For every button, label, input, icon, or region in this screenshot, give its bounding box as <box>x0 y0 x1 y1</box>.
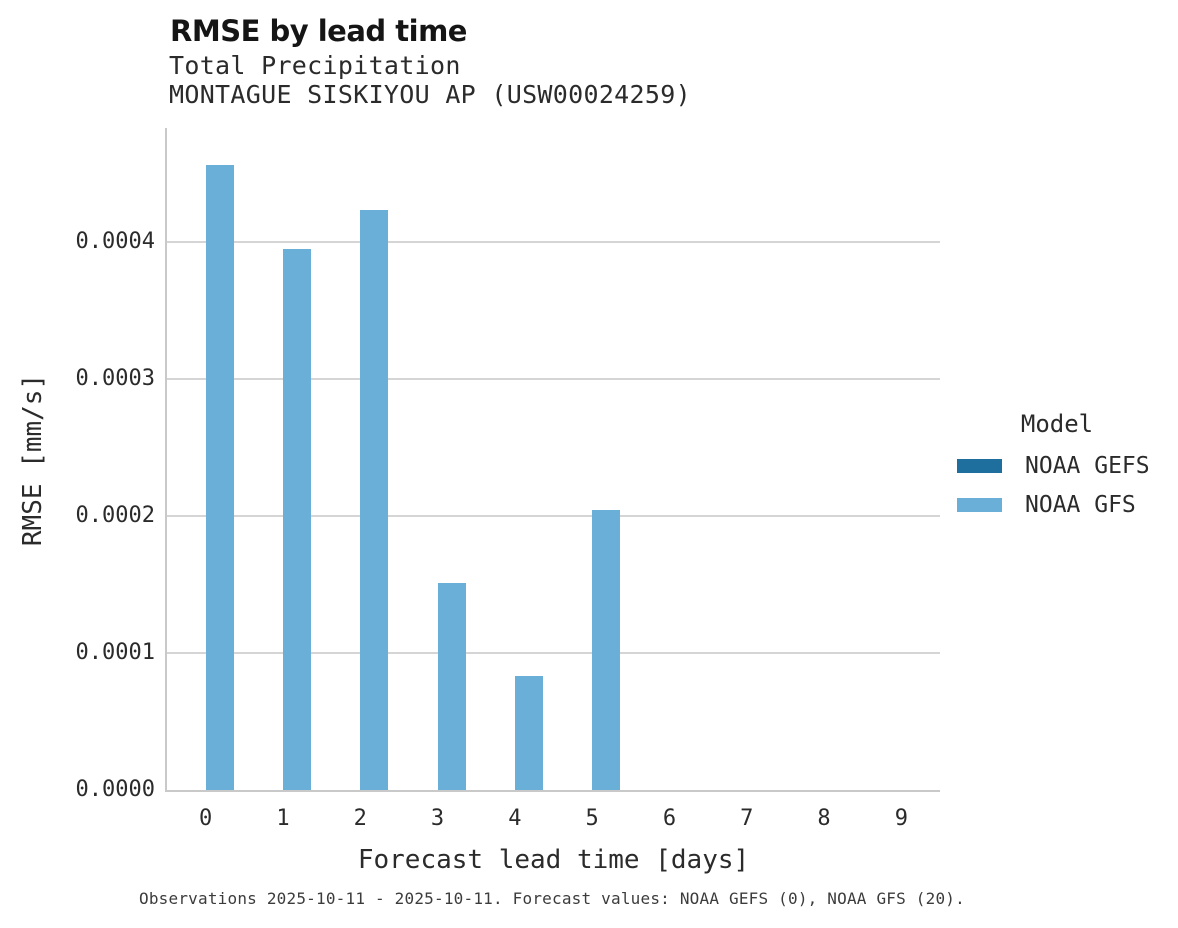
legend-title: Model <box>1020 410 1094 438</box>
x-tick-label-9: 9 <box>894 806 908 831</box>
bar-noaa-gfs-lead-5 <box>592 510 621 790</box>
bar-noaa-gfs-lead-4 <box>514 676 543 790</box>
x-tick-label-0: 0 <box>199 806 213 831</box>
gridline-0.0002 <box>167 514 940 517</box>
legend-label-noaa-gefs: NOAA GEFS <box>1025 453 1150 479</box>
gridline-0.0003 <box>167 377 940 380</box>
y-tick-label-0.0000: 0.0000 <box>75 777 155 802</box>
x-tick-label-8: 8 <box>817 806 831 831</box>
legend: Model NOAA GEFS NOAA GFS <box>957 410 1157 531</box>
legend-label-noaa-gfs: NOAA GFS <box>1025 492 1136 518</box>
legend-item-noaa-gfs: NOAA GFS <box>957 492 1157 518</box>
x-tick-label-1: 1 <box>276 806 290 831</box>
footer-caption: Observations 2025-10-11 - 2025-10-11. Fo… <box>139 889 965 908</box>
gridline-0.0001 <box>167 651 940 654</box>
bar-noaa-gfs-lead-1 <box>282 248 311 790</box>
x-tick-label-7: 7 <box>740 806 754 831</box>
plot-area <box>165 128 940 792</box>
chart-subtitle-variable: Total Precipitation <box>169 51 461 80</box>
legend-swatch-noaa-gfs <box>957 498 1002 512</box>
y-tick-label-0.0002: 0.0002 <box>75 502 155 528</box>
x-tick-label-3: 3 <box>430 806 445 831</box>
chart-title: RMSE by lead time <box>170 14 467 48</box>
x-tick-label-4: 4 <box>508 806 522 831</box>
legend-swatch-noaa-gefs <box>957 459 1002 473</box>
x-tick-label-2: 2 <box>353 806 367 831</box>
gridline-0.0004 <box>167 240 940 243</box>
y-tick-label-0.0003: 0.0003 <box>75 365 155 391</box>
y-axis-tick-labels: 0.0000 0.0001 0.0002 0.0003 0.0004 <box>0 128 155 802</box>
x-tick-label-6: 6 <box>662 806 677 831</box>
x-axis-label: Forecast lead time [days] <box>357 845 750 875</box>
chart-subtitle-station: MONTAGUE SISKIYOU AP (USW00024259) <box>169 80 691 109</box>
bar-noaa-gfs-lead-3 <box>437 583 466 790</box>
bar-noaa-gfs-lead-0 <box>205 165 234 790</box>
y-tick-label-0.0004: 0.0004 <box>75 228 155 254</box>
x-axis-tick-labels: 0 1 2 3 4 5 6 7 8 9 <box>167 806 940 836</box>
y-tick-label-0.0001: 0.0001 <box>75 639 155 665</box>
x-tick-label-5: 5 <box>585 806 599 831</box>
bar-noaa-gfs-lead-2 <box>360 210 389 790</box>
legend-item-noaa-gefs: NOAA GEFS <box>957 453 1157 479</box>
